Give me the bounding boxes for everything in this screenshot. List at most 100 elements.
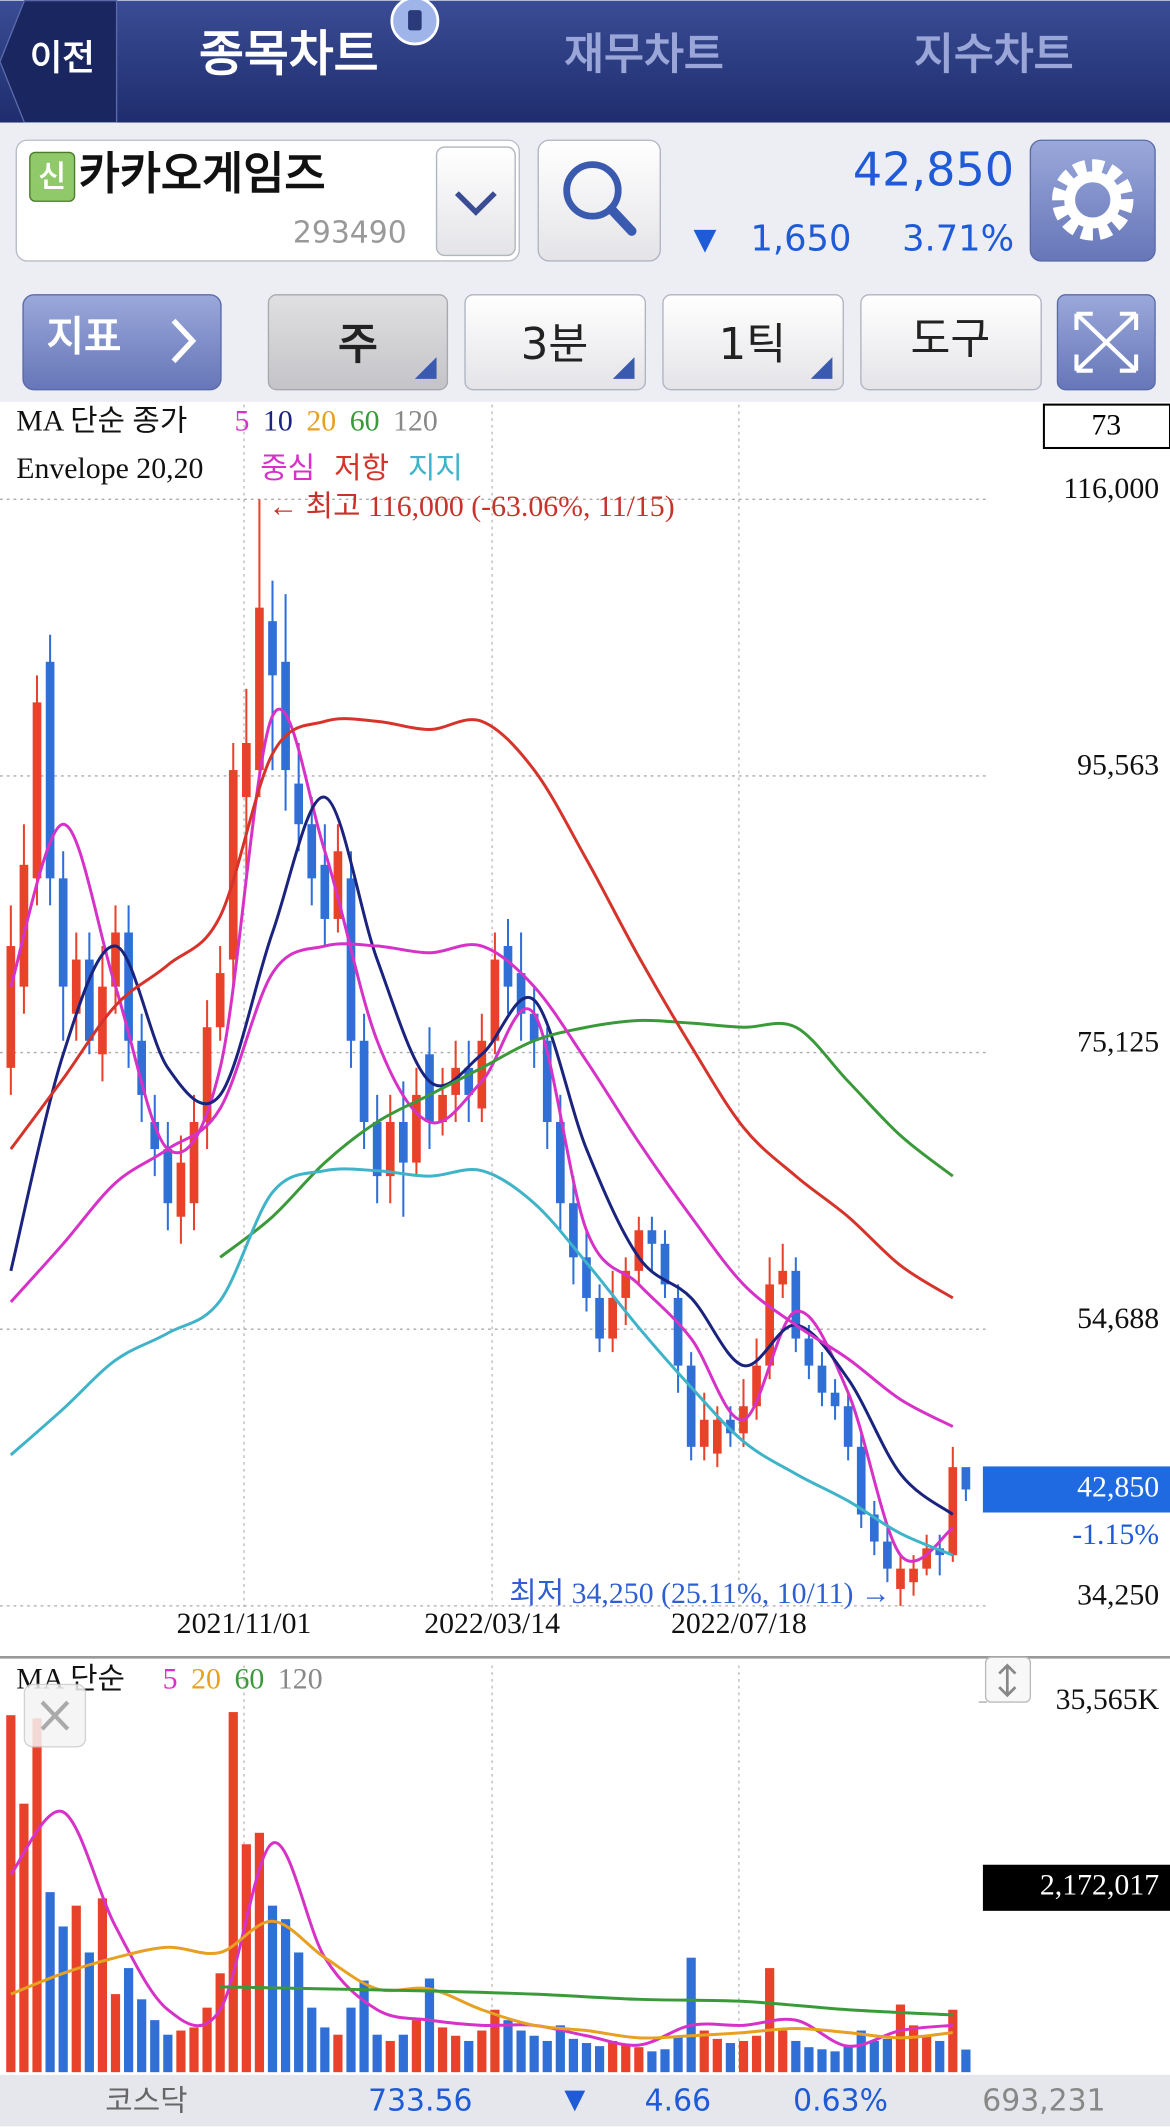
volume-bar <box>608 2040 618 2073</box>
candle-body <box>804 1338 814 1366</box>
candle-body <box>909 1568 918 1583</box>
legend-entry: 120 <box>393 404 438 437</box>
candle-body <box>385 1121 395 1177</box>
y-tick-label: 116,000 <box>1063 472 1159 505</box>
tick-button[interactable] <box>662 294 844 391</box>
candle-body <box>516 973 526 1014</box>
volume-bar <box>529 2035 539 2073</box>
search-icon <box>563 161 622 220</box>
candle-body <box>150 1121 160 1150</box>
candle-body <box>71 959 81 1014</box>
period-button[interactable] <box>267 294 449 391</box>
change: 1,650 <box>751 219 852 260</box>
volume-bar <box>137 1999 147 2073</box>
candle-body <box>189 1121 199 1204</box>
low-annotation: 최저 34,250 (25.11%, 10/11) → <box>509 1577 890 1610</box>
volume-bar <box>660 2049 670 2073</box>
volume-bar <box>346 2007 356 2073</box>
scroll-icon <box>998 1663 1017 1698</box>
legend-entry: 지지 <box>408 452 463 485</box>
ma-line <box>9 942 954 1428</box>
volume-bar <box>542 2040 552 2073</box>
candle-body <box>830 1392 840 1407</box>
tools-button[interactable] <box>860 294 1042 391</box>
volume-bar <box>621 2045 631 2073</box>
candle-body <box>660 1243 670 1285</box>
market-index: 733.56 <box>368 2083 472 2118</box>
candle-body <box>490 959 500 1041</box>
candle-body <box>425 1054 434 1122</box>
volume-bar <box>163 2034 173 2073</box>
indicator-button[interactable] <box>22 294 222 391</box>
stock-name: 카카오게임즈 <box>79 147 326 200</box>
ma-line <box>219 1018 954 1259</box>
candle-body <box>464 1067 474 1095</box>
candle-body <box>215 973 225 1028</box>
volume-bar <box>699 2030 709 2073</box>
search-button[interactable] <box>537 139 661 262</box>
settings-button[interactable] <box>1029 139 1156 262</box>
tools-label: 도구 <box>910 315 990 365</box>
candle-body <box>529 1013 539 1041</box>
envelope-title: Envelope 20,20 <box>16 452 203 485</box>
candle-body <box>228 770 238 960</box>
tab[interactable]: 재무차트 <box>564 30 724 80</box>
market: 코스닥 <box>105 2083 187 2118</box>
candle-body <box>503 946 513 987</box>
volume-bar <box>97 1898 108 2073</box>
candle-body <box>320 864 330 919</box>
minute-label: 3분 <box>521 320 589 370</box>
candle-body <box>294 783 304 825</box>
volume-bar <box>398 2034 408 2073</box>
badge-label: 신 <box>38 160 65 195</box>
volume-bar <box>280 1919 291 2073</box>
volume-bar <box>254 1832 265 2073</box>
tab[interactable]: 지수차트 <box>914 30 1074 80</box>
corner-mark <box>612 357 635 379</box>
volume-bar <box>568 2038 579 2073</box>
legend-entry: 10 <box>263 404 293 437</box>
price-tag: 42,850 <box>1077 1470 1159 1503</box>
volume-bar <box>961 2049 971 2073</box>
footer <box>0 2074 1170 2127</box>
volume-bar <box>817 2049 827 2073</box>
tab-active[interactable]: 종목차트 <box>199 26 379 83</box>
badge <box>29 151 76 202</box>
price-tag-box <box>982 1466 1170 1513</box>
candle-body <box>268 621 277 676</box>
candle-body <box>569 1203 578 1258</box>
legend-entry: 5 <box>163 1663 178 1696</box>
volume-bar <box>176 2030 186 2073</box>
legend-entry: 120 <box>278 1663 323 1696</box>
candle-body <box>778 1270 788 1285</box>
legend-entry: 60 <box>235 1663 265 1696</box>
volume-bar <box>359 1980 369 2073</box>
y-tick-label: 54,688 <box>1077 1302 1159 1335</box>
volume-bar <box>451 2035 461 2073</box>
candle-body <box>85 959 94 1041</box>
search-icon-handle <box>606 204 637 236</box>
dropdown[interactable] <box>435 146 516 257</box>
candle-body <box>948 1467 958 1556</box>
current-volume-box <box>982 1864 1170 1911</box>
candle-body <box>712 1419 722 1454</box>
volume-bar <box>320 2027 330 2073</box>
volume-bar <box>673 2035 683 2073</box>
candle-body <box>869 1514 879 1542</box>
legend-entry: 중심 <box>260 452 315 485</box>
volume-bar <box>686 1957 696 2073</box>
minute-button[interactable] <box>464 294 647 391</box>
volume-bar <box>45 1892 55 2073</box>
candle-body <box>817 1365 827 1393</box>
candle-body <box>32 702 42 879</box>
candle-body <box>595 1297 604 1339</box>
volume-bar <box>110 1994 121 2073</box>
volume-bar <box>215 1973 225 2073</box>
corner-mark <box>810 357 833 379</box>
y-tick-label: 34,250 <box>1077 1579 1159 1612</box>
volume-bar <box>948 2009 958 2073</box>
tick-label: 1틱 <box>719 320 787 370</box>
stock-box[interactable] <box>15 139 520 262</box>
legend-entry: 5 <box>235 404 250 437</box>
volume-bar <box>437 2027 448 2073</box>
